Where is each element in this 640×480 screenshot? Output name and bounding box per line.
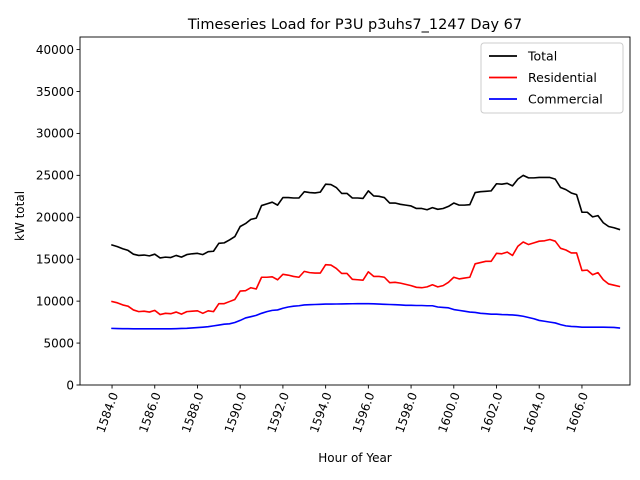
legend-label-residential: Residential: [528, 70, 597, 85]
y-tick-label: 30000: [36, 127, 74, 141]
y-axis-label: kW total: [13, 191, 27, 241]
series-line-residential: [111, 238, 621, 316]
y-tick-label: 10000: [36, 294, 74, 308]
y-tick-label: 20000: [36, 211, 74, 225]
x-axis-label: Hour of Year: [318, 451, 392, 465]
legend: Total Residential Commercial: [480, 42, 624, 114]
legend-label-commercial: Commercial: [528, 92, 603, 107]
series-line-total: [111, 174, 621, 259]
y-tick-label: 5000: [43, 336, 74, 350]
y-tick-label: 15000: [36, 253, 74, 267]
legend-label-total: Total: [527, 49, 557, 64]
y-tick-label: 35000: [36, 85, 74, 99]
legend-box: [480, 42, 624, 114]
y-tick-label: 25000: [36, 169, 74, 183]
y-tick-label: 0: [66, 378, 74, 392]
plot-frame: [79, 36, 631, 386]
chart-title: Timeseries Load for P3U p3uhs7_1247 Day …: [187, 17, 522, 33]
y-tick-label: 40000: [36, 43, 74, 57]
series-line-commercial: [111, 302, 621, 330]
